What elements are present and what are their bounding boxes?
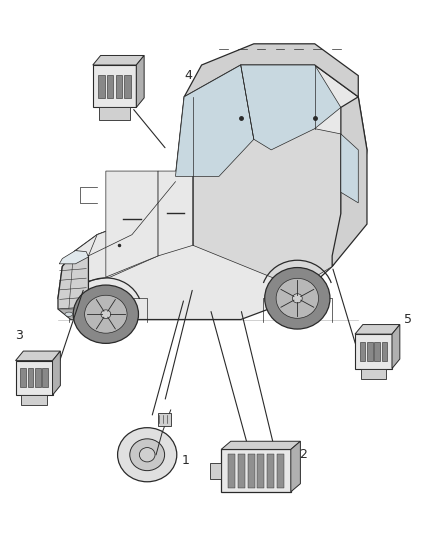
- Polygon shape: [53, 351, 60, 395]
- Bar: [99, 108, 130, 120]
- Polygon shape: [62, 97, 193, 282]
- Bar: [20, 368, 26, 387]
- Polygon shape: [58, 251, 88, 319]
- Ellipse shape: [85, 295, 127, 333]
- Bar: [116, 75, 122, 98]
- Polygon shape: [93, 55, 144, 65]
- Polygon shape: [291, 441, 300, 492]
- Polygon shape: [184, 44, 358, 97]
- Bar: [237, 454, 244, 488]
- Ellipse shape: [130, 439, 165, 471]
- Bar: [355, 334, 392, 368]
- Text: 1: 1: [182, 454, 190, 466]
- Polygon shape: [15, 351, 60, 361]
- Polygon shape: [136, 55, 144, 108]
- Bar: [28, 368, 33, 387]
- Ellipse shape: [101, 310, 111, 319]
- Bar: [210, 463, 221, 479]
- Bar: [367, 342, 373, 361]
- Text: 5: 5: [404, 313, 412, 326]
- Ellipse shape: [73, 285, 138, 343]
- Polygon shape: [59, 251, 88, 264]
- Text: 2: 2: [300, 448, 307, 461]
- Bar: [21, 395, 47, 406]
- Bar: [124, 75, 131, 98]
- Bar: [277, 454, 284, 488]
- Ellipse shape: [265, 268, 330, 329]
- Ellipse shape: [276, 278, 318, 318]
- Bar: [360, 342, 365, 361]
- Bar: [98, 75, 105, 98]
- Polygon shape: [176, 65, 254, 176]
- Ellipse shape: [293, 294, 302, 303]
- Polygon shape: [332, 97, 367, 266]
- Ellipse shape: [65, 312, 73, 317]
- Bar: [42, 368, 48, 387]
- Text: 3: 3: [15, 329, 23, 342]
- Text: 4: 4: [184, 69, 192, 82]
- Polygon shape: [355, 325, 400, 334]
- Bar: [93, 65, 136, 108]
- Ellipse shape: [117, 427, 177, 482]
- Polygon shape: [221, 441, 300, 449]
- Polygon shape: [158, 171, 193, 256]
- Polygon shape: [106, 171, 158, 277]
- Polygon shape: [193, 128, 341, 288]
- Bar: [258, 454, 265, 488]
- Bar: [228, 454, 235, 488]
- Bar: [382, 342, 387, 361]
- Polygon shape: [58, 309, 97, 319]
- Polygon shape: [392, 325, 400, 368]
- Polygon shape: [58, 65, 367, 319]
- Bar: [158, 413, 171, 426]
- Bar: [268, 454, 274, 488]
- Polygon shape: [75, 176, 184, 256]
- Polygon shape: [341, 134, 358, 203]
- Bar: [35, 368, 40, 387]
- Polygon shape: [241, 65, 341, 150]
- Bar: [360, 368, 386, 379]
- Bar: [15, 361, 53, 395]
- Bar: [374, 342, 380, 361]
- Ellipse shape: [139, 448, 155, 462]
- Bar: [247, 454, 254, 488]
- Bar: [107, 75, 113, 98]
- Bar: [221, 449, 291, 492]
